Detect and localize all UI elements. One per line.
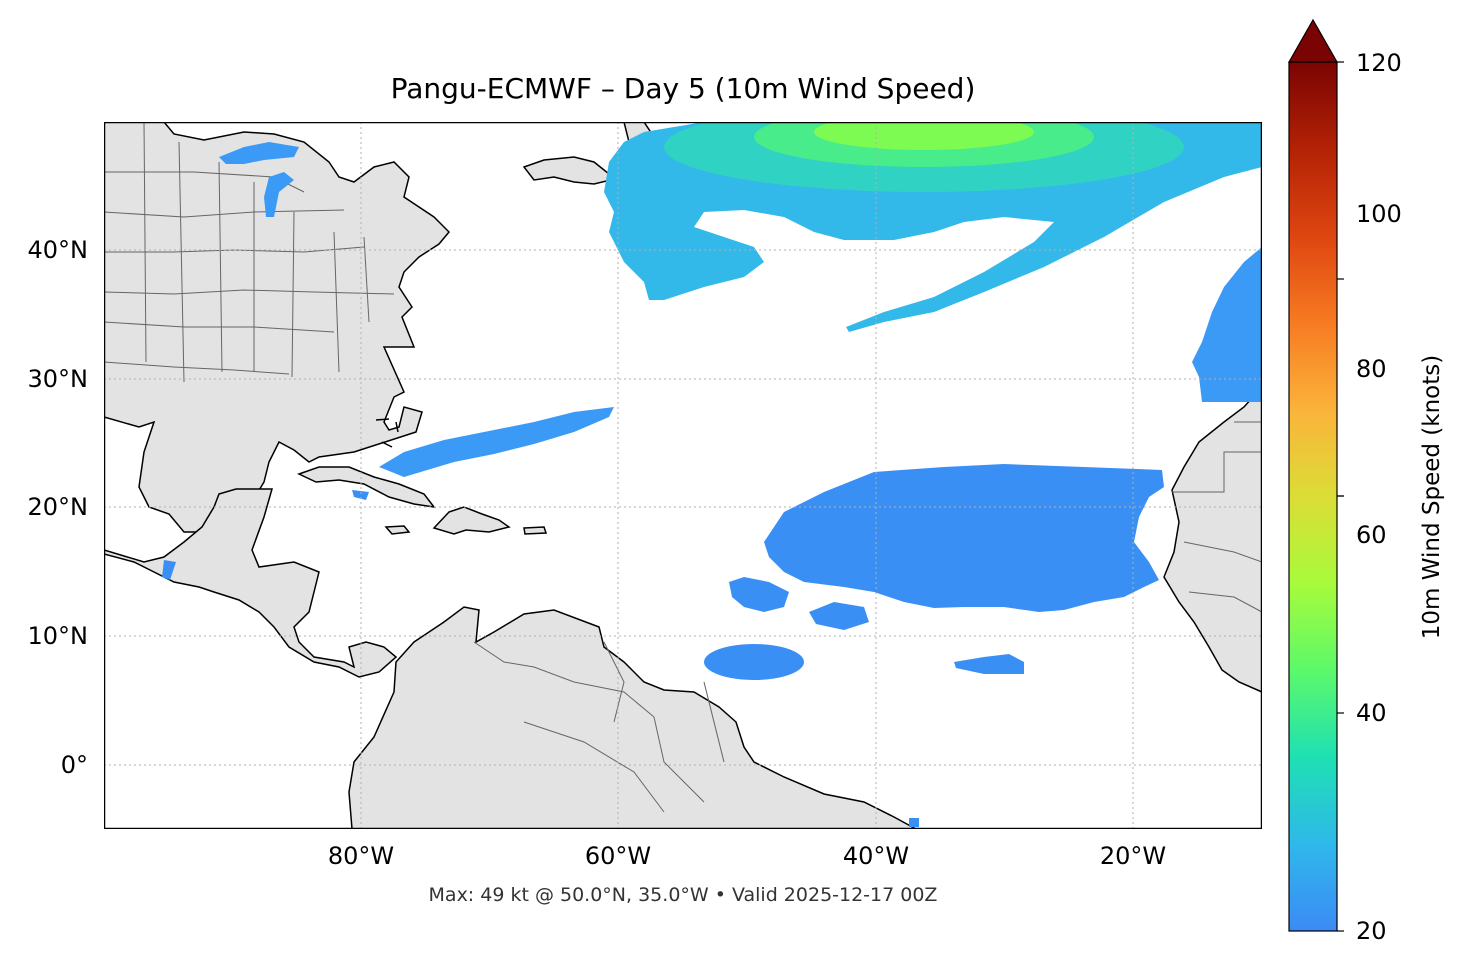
colorbar-extend-arrow — [1287, 18, 1339, 63]
south-america-land — [348, 606, 917, 829]
lat-tick-30n: 30°N — [27, 365, 89, 393]
lon-tick-20w: 20°W — [1099, 842, 1167, 870]
colorbar-tick-60: 60 — [1356, 521, 1387, 549]
lon-tick-40w: 40°W — [842, 842, 910, 870]
bahamas-islands — [375, 418, 399, 448]
colorbar-label: 10m Wind Speed (knots) — [1419, 354, 1445, 640]
lon-tick-60w: 60°W — [584, 842, 652, 870]
lake-michigan-patch — [264, 172, 294, 217]
tropical-cluster-3 — [704, 644, 804, 680]
tropical-cluster-1 — [729, 577, 789, 612]
small-patch-equator — [909, 818, 919, 827]
lat-tick-0: 0° — [60, 751, 88, 779]
jet-core-inner — [814, 122, 1034, 150]
colorbar-gradient — [1288, 61, 1338, 932]
lat-tick-40n: 40°N — [27, 236, 89, 264]
central-america-land — [104, 488, 398, 678]
tropical-cluster-4 — [954, 654, 1024, 674]
great-lakes-patch — [219, 142, 299, 164]
eastern-atlantic-band — [1192, 247, 1262, 402]
colorbar-tick-120: 120 — [1356, 49, 1402, 77]
north-america-land — [104, 122, 451, 533]
colorbar — [1287, 18, 1344, 932]
colorbar-tick-80: 80 — [1356, 355, 1387, 383]
hispaniola-island — [432, 506, 511, 535]
lon-tick-80w: 80°W — [327, 842, 395, 870]
tropical-central-atlantic — [764, 464, 1164, 612]
lat-tick-10n: 10°N — [27, 622, 89, 650]
lat-tick-20n: 20°N — [27, 493, 89, 521]
wind-speed-map — [104, 122, 1262, 829]
colorbar-tick-100: 100 — [1356, 200, 1402, 228]
small-patch-caribbean — [352, 490, 369, 500]
bahamas-band — [379, 407, 614, 477]
africa-land — [1163, 385, 1262, 693]
graticule — [104, 122, 1262, 829]
colorbar-tick-20: 20 — [1356, 917, 1387, 945]
wind-speed-shading — [162, 122, 1262, 827]
jet-ring — [664, 122, 1184, 192]
small-patch-gulf — [162, 560, 176, 580]
tropical-cluster-2 — [809, 602, 869, 630]
map-title: Pangu-ECMWF – Day 5 (10m Wind Speed) — [390, 72, 976, 105]
puerto-rico-island — [523, 526, 548, 535]
map-footer-info: Max: 49 kt @ 50.0°N, 35.0°W • Valid 2025… — [428, 884, 938, 906]
jamaica-island — [384, 525, 411, 535]
colorbar-tick-40: 40 — [1356, 699, 1387, 727]
